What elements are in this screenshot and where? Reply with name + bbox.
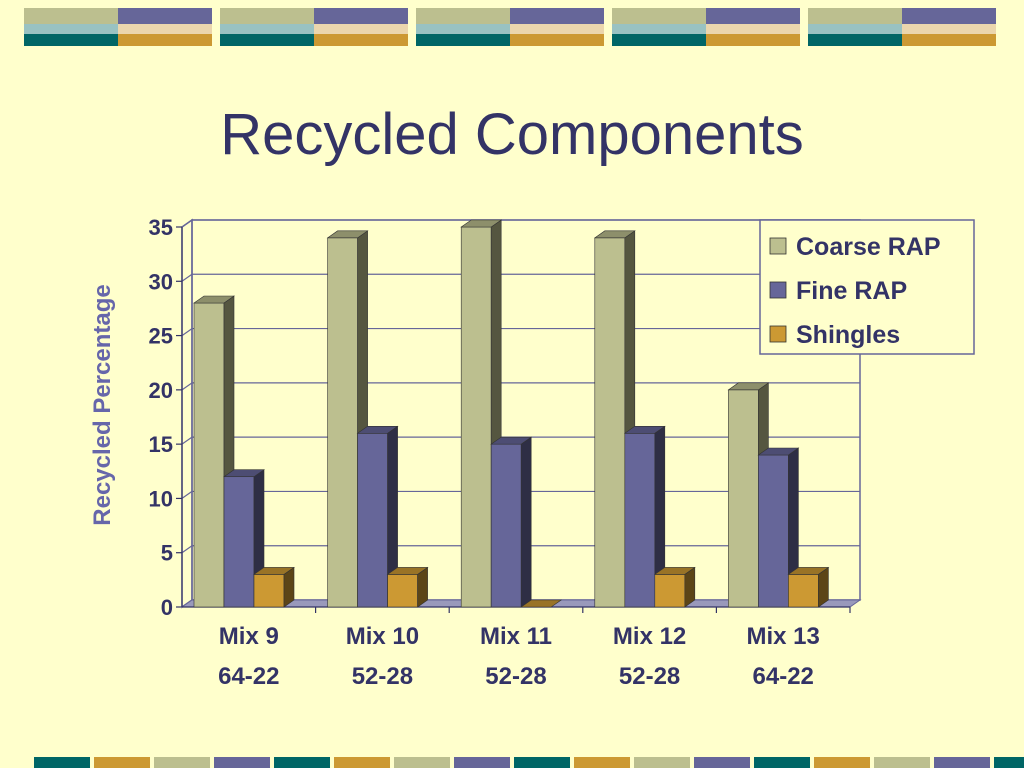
y-axis-label: Recycled Percentage — [89, 284, 116, 525]
bottom-band-block — [754, 757, 810, 768]
gridline-side — [181, 490, 193, 499]
bottom-band-block — [694, 757, 750, 768]
top-decorative-band — [24, 8, 996, 46]
y-tick-label: 0 — [161, 595, 173, 620]
y-tick-label: 25 — [149, 324, 173, 349]
bar — [623, 425, 666, 608]
gridline-side — [181, 273, 193, 282]
bottom-band-block — [874, 757, 930, 768]
bottom-band-block — [34, 757, 90, 768]
bar — [520, 599, 563, 608]
bottom-band-block — [934, 757, 990, 768]
bar — [253, 566, 295, 608]
chart-legend: Coarse RAP Fine RAP Shingles — [759, 219, 975, 355]
legend-swatch — [769, 237, 787, 255]
top-band-block — [416, 8, 604, 46]
bottom-band-block — [214, 757, 270, 768]
gridline-side — [181, 545, 193, 554]
gridline-side — [181, 436, 193, 445]
legend-label: Coarse RAP — [796, 233, 941, 261]
x-tick-label: Mix 12 — [613, 623, 686, 650]
bar — [757, 447, 800, 608]
bottom-band-block — [334, 757, 390, 768]
y-tick-label: 5 — [161, 541, 173, 566]
bottom-band-block — [274, 757, 330, 768]
gridline-side — [181, 328, 193, 337]
legend-label: Shingles — [796, 321, 900, 349]
legend-box — [759, 219, 975, 355]
bottom-band-block — [514, 757, 570, 768]
legend-swatch — [769, 281, 787, 299]
y-tick-label: 35 — [149, 215, 173, 240]
bottom-band-block — [814, 757, 870, 768]
legend-swatch — [769, 325, 787, 343]
bottom-band-block — [994, 757, 1024, 768]
y-tick-label: 30 — [149, 269, 173, 294]
x-tick-label: Mix 10 — [346, 623, 419, 650]
bottom-band-block — [574, 757, 630, 768]
x-tick-label: Mix 9 — [219, 623, 279, 650]
bar — [193, 295, 235, 608]
bottom-band-block — [454, 757, 510, 768]
chart-bars — [193, 219, 830, 608]
bar-chart: 0 5 10 15 20 25 30 35 Recycled Percentage Mix 9 64… — [89, 215, 975, 690]
gridline-side — [181, 219, 193, 228]
x-tick-label: 52-28 — [619, 663, 680, 690]
bar — [787, 566, 830, 608]
legend-label: Fine RAP — [796, 277, 907, 305]
x-tick-label: 64-22 — [218, 663, 279, 690]
bar — [653, 566, 696, 608]
x-tick-label: Mix 13 — [747, 623, 820, 650]
y-tick-label: 20 — [149, 378, 173, 403]
y-tick-label: 15 — [149, 432, 173, 457]
gridline-side — [181, 382, 193, 391]
bar — [223, 469, 265, 608]
top-band-block — [808, 8, 996, 46]
top-band-block — [24, 8, 212, 46]
bottom-band-block — [94, 757, 150, 768]
y-tick-label: 10 — [149, 486, 173, 511]
slide-title: Recycled Components — [220, 102, 804, 167]
bar — [490, 436, 533, 608]
top-band-block — [612, 8, 800, 46]
x-tick-label: 52-28 — [485, 663, 546, 690]
bottom-band-block — [634, 757, 690, 768]
bar — [386, 566, 429, 608]
bottom-band-block — [154, 757, 210, 768]
x-tick-label: 52-28 — [352, 663, 413, 690]
x-tick-label: Mix 11 — [480, 623, 552, 650]
bottom-decorative-band — [34, 757, 1024, 768]
bottom-band-block — [394, 757, 450, 768]
x-tick-label: 64-22 — [753, 663, 814, 690]
chart-labels: 0 5 10 15 20 25 30 35 Recycled Percentage Mix 9 64… — [89, 215, 820, 690]
top-band-block — [220, 8, 408, 46]
